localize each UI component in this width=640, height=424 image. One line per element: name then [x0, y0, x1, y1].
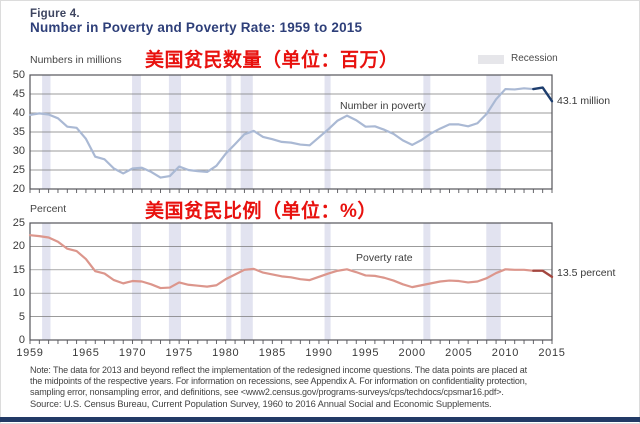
x-axis-tick-label: 2000 [398, 347, 426, 359]
y-axis-tick-label: 20 [12, 183, 25, 195]
x-axis-tick-label: 1959 [16, 347, 44, 359]
x-axis-tick-label: 1965 [72, 347, 100, 359]
x-axis-tick-label: 2015 [538, 347, 566, 359]
x-axis-tick-label: 1985 [258, 347, 286, 359]
bottom-accent-bar [0, 417, 640, 422]
bottom-chart-unit-label: Percent [30, 203, 67, 215]
y-axis-tick-label: 15 [12, 263, 25, 276]
y-axis-tick-label: 25 [12, 164, 25, 176]
recession-legend: Recession [478, 53, 558, 64]
number-in-poverty-series-label: Number in poverty [340, 100, 426, 112]
x-axis-tick-label: 1980 [212, 347, 240, 359]
recession-legend-label: Recession [511, 53, 558, 64]
y-axis-tick-label: 20 [12, 240, 25, 253]
y-axis-tick-label: 0 [18, 334, 25, 346]
x-axis-tick-label: 1995 [351, 347, 380, 359]
footnote-line-3: sampling error, nonsampling error, and d… [30, 387, 504, 397]
y-axis-tick-label: 40 [12, 107, 25, 119]
y-axis-tick-label: 10 [12, 287, 25, 300]
y-axis-tick-label: 45 [12, 88, 25, 100]
chart-title: Number in Poverty and Poverty Rate: 1959… [30, 20, 363, 35]
x-axis-tick-label: 2010 [491, 347, 520, 359]
y-axis-tick-label: 50 [12, 69, 25, 81]
x-axis-tick-label: 1970 [118, 347, 147, 359]
footnote-line-2: the midpoints of the respective years. F… [30, 376, 527, 386]
figure-number-label: Figure 4. [30, 8, 80, 20]
chinese-annotation-poverty-rate: 美国贫民比例（单位：%） [145, 201, 377, 222]
y-axis-tick-label: 5 [18, 310, 25, 323]
x-axis-tick-label: 2005 [445, 347, 473, 359]
x-axis-tick-label: 1975 [165, 347, 193, 359]
y-axis-tick-label: 35 [12, 126, 25, 138]
latest-value-label-percent: 13.5 percent [557, 267, 616, 279]
source-citation: Source: U.S. Census Bureau, Current Popu… [30, 399, 492, 409]
x-axis-tick-label: 1990 [305, 347, 333, 359]
latest-value-label-millions: 43.1 million [557, 95, 611, 107]
chinese-annotation-number-in-poverty: 美国贫民数量（单位：百万） [145, 50, 399, 71]
y-axis-tick-label: 30 [12, 145, 25, 157]
top-chart-unit-label: Numbers in millions [30, 54, 122, 66]
y-axis-tick-label: 25 [12, 217, 25, 229]
poverty-rate-series-label: Poverty rate [356, 252, 413, 264]
recession-swatch-icon [478, 55, 504, 64]
footnote-line-1: Note: The data for 2013 and beyond refle… [30, 365, 527, 375]
